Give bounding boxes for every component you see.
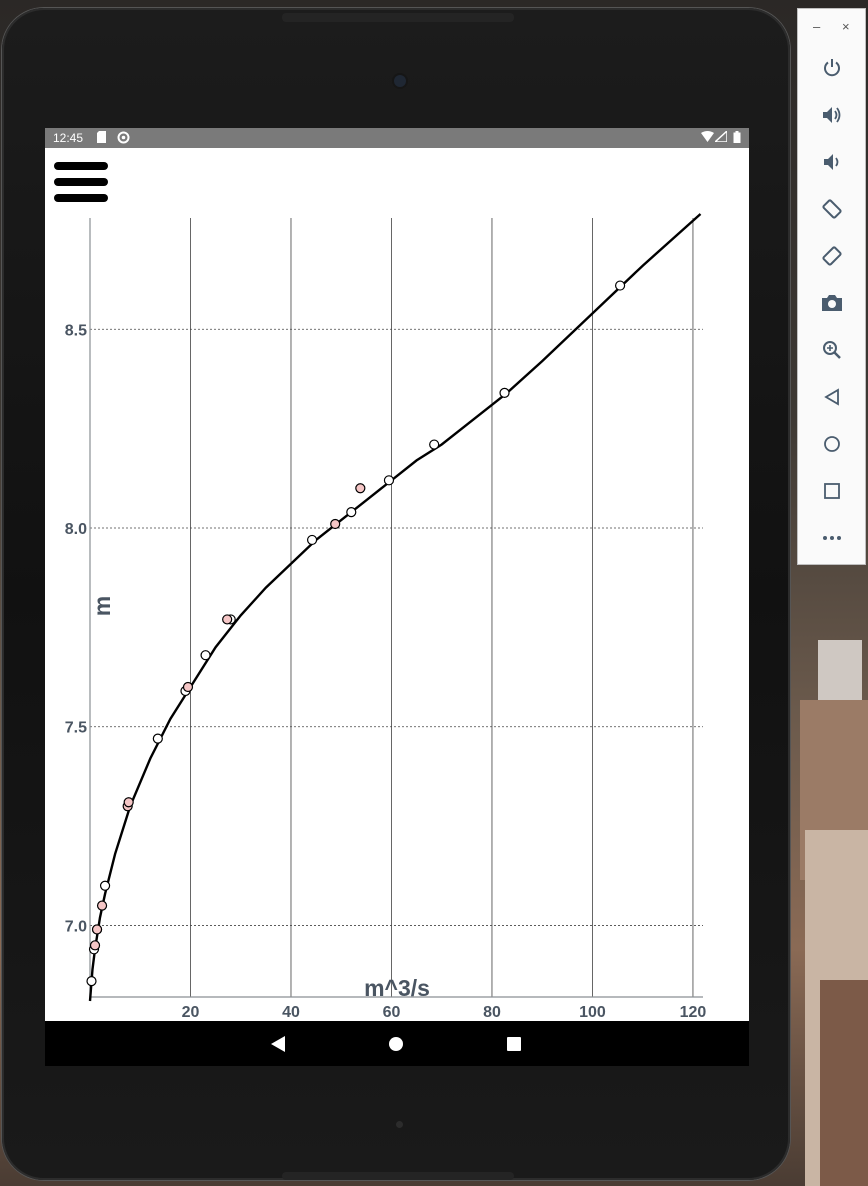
more-button[interactable]: [815, 521, 849, 555]
y-tick-label: 7.0: [65, 918, 87, 935]
power-icon: [824, 59, 840, 77]
sync-icon: [117, 131, 130, 144]
overview-button[interactable]: [815, 474, 849, 508]
data-point: [355, 483, 366, 494]
data-point: [123, 797, 134, 808]
data-point: [499, 387, 510, 398]
data-point: [429, 439, 440, 450]
volume-down-button[interactable]: [815, 145, 849, 179]
camera-icon: [822, 295, 842, 311]
y-tick-label: 7.5: [65, 720, 87, 737]
overview-icon: [824, 483, 840, 499]
hamburger-menu-button[interactable]: [54, 162, 110, 204]
hamburger-icon-bar: [54, 194, 108, 202]
bottom-speaker: [282, 1172, 514, 1180]
data-point: [346, 507, 357, 518]
hamburger-icon-bar: [54, 162, 108, 170]
y-tick-label: 8.0: [65, 521, 87, 538]
data-point: [86, 976, 97, 987]
rotate-right-button[interactable]: [815, 239, 849, 273]
zoom-button[interactable]: [815, 333, 849, 367]
rotate-left-button[interactable]: [815, 192, 849, 226]
data-point: [306, 534, 318, 546]
home-icon: [824, 436, 840, 452]
back-icon: [824, 388, 839, 406]
status-time: 12:45: [53, 131, 84, 145]
emulator-toolbar: – ×: [797, 8, 866, 565]
data-point: [200, 650, 211, 661]
background-building: [820, 980, 868, 1186]
top-speaker: [282, 13, 514, 22]
data-point: [99, 880, 111, 891]
battery-icon: [731, 131, 743, 144]
fit-curve: [88, 213, 702, 1002]
rotate-left-icon: [822, 199, 842, 219]
front-camera: [394, 75, 406, 87]
nav-recents-button[interactable]: [500, 1030, 528, 1058]
zoom-icon: [823, 341, 841, 359]
android-nav-bar: [45, 1021, 749, 1066]
wifi-icon: [701, 131, 714, 144]
close-button[interactable]: ×: [842, 19, 850, 34]
x-tick-label: 120: [680, 1004, 707, 1021]
volume-up-icon: [823, 107, 841, 123]
bottom-sensor: [396, 1121, 403, 1128]
data-points: [86, 280, 626, 987]
y-axis-label: m: [89, 596, 115, 616]
x-tick-label: 80: [483, 1004, 501, 1021]
data-point: [152, 733, 163, 744]
data-point: [96, 900, 108, 911]
back-triangle-icon: [271, 1036, 285, 1052]
data-point: [330, 518, 341, 530]
recents-square-icon: [507, 1037, 521, 1051]
home-button[interactable]: [815, 427, 849, 461]
scatter-chart: 20 40 60 80 100 120 7.0 7.5 8.0 8.5 m^3/s m: [65, 213, 707, 1021]
device-screen: 12:45 20 40 60 80 100 120 7.0 7.5 8.0 8.5 m^3/s m: [45, 128, 749, 1066]
data-point: [182, 681, 194, 693]
data-point: [222, 614, 233, 625]
chart-ticks: 20 40 60 80 100 120 7.0 7.5 8.0 8.5: [65, 322, 707, 1021]
volume-down-icon: [824, 154, 839, 170]
x-tick-label: 60: [383, 1004, 401, 1021]
rotate-right-icon: [822, 246, 842, 266]
y-tick-label: 8.5: [65, 322, 87, 339]
home-circle-icon: [389, 1037, 403, 1051]
chart-grid: [90, 218, 703, 997]
data-point: [91, 924, 103, 935]
data-point: [383, 475, 395, 486]
x-axis-label: m^3/s: [364, 975, 430, 1001]
nav-back-button[interactable]: [264, 1030, 292, 1058]
x-tick-label: 20: [182, 1004, 200, 1021]
nav-home-button[interactable]: [382, 1030, 410, 1058]
sd-card-icon: [95, 131, 107, 144]
more-icon: [823, 536, 841, 540]
chart-axes: [89, 218, 703, 998]
volume-up-button[interactable]: [815, 98, 849, 132]
minimize-button[interactable]: –: [813, 19, 821, 34]
x-tick-label: 40: [282, 1004, 300, 1021]
data-point: [89, 940, 101, 951]
hamburger-icon-bar: [54, 178, 108, 186]
screenshot-button[interactable]: [815, 286, 849, 320]
status-bar: 12:45: [45, 128, 749, 148]
x-tick-label: 100: [579, 1004, 606, 1021]
back-button[interactable]: [815, 380, 849, 414]
power-button[interactable]: [815, 51, 849, 85]
data-point: [614, 280, 626, 291]
